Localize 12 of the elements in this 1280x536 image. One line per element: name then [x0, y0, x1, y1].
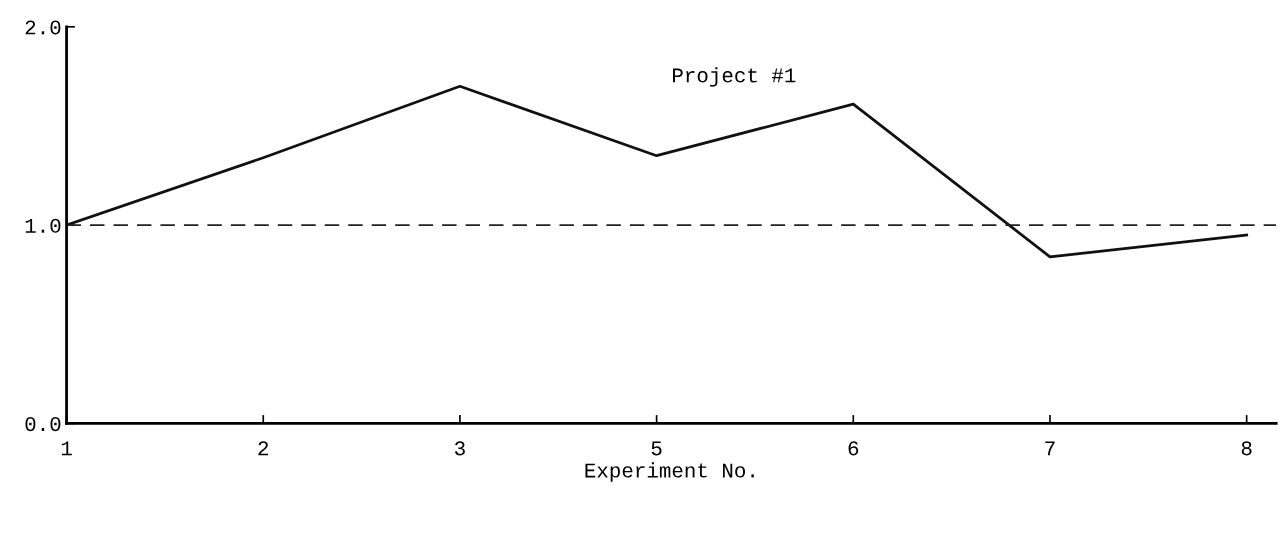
x-tick-label: 2	[258, 441, 269, 456]
text: Project #1	[673, 67, 796, 87]
x-tick-label: 6	[848, 441, 859, 456]
y-tick-label: 2.0	[25, 20, 61, 35]
x-axis-title: Experiment No.	[585, 462, 754, 482]
y-tick-label: 1.0	[25, 218, 61, 233]
y-tick-label: 0.0	[25, 417, 61, 432]
x-tick-label: 1	[61, 441, 72, 456]
x-tick-label: 8	[1241, 441, 1252, 456]
x-tick-label: 3	[454, 441, 465, 456]
x-tick-label: 7	[1045, 441, 1055, 456]
x-tick-label: 5	[651, 441, 662, 456]
